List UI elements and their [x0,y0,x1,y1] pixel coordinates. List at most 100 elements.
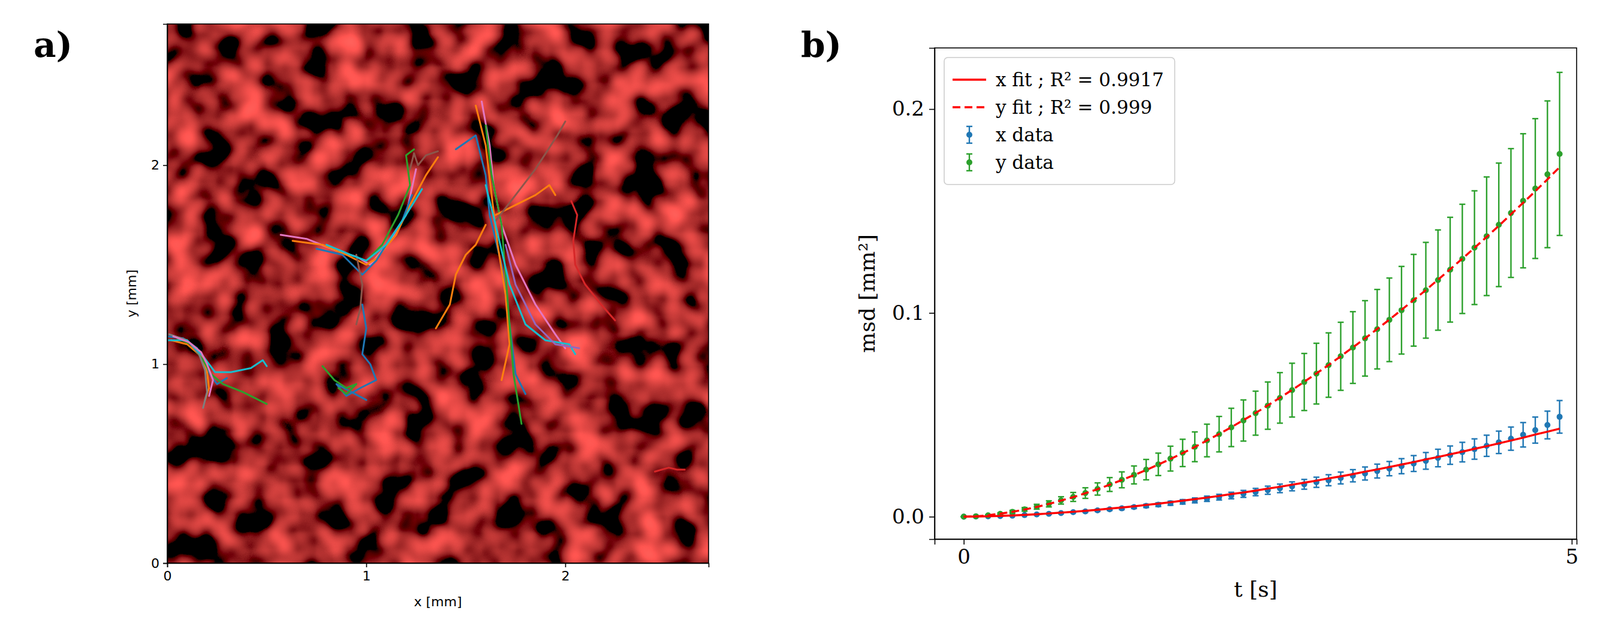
tick-label: 2 [151,157,160,173]
plot-area [960,72,1563,521]
legend-swatch [966,153,973,155]
error-cap [1131,465,1138,467]
error-cap [1471,303,1478,306]
tick-mark [565,563,567,568]
error-cap [1373,463,1380,466]
error-cap [1410,471,1417,473]
tick-label: 5 [1565,544,1580,569]
tick: 0 [163,563,173,584]
trajectory [654,468,685,473]
error-cap [1362,466,1369,468]
error-cap [1082,498,1089,500]
tick-label: 0 [957,544,971,569]
legend-label: y data [995,151,1054,174]
error-cap [1447,217,1454,219]
error-cap [1264,485,1271,487]
tick-mark [963,539,965,545]
error-cap [1288,362,1295,364]
axis-title: y [mm] [124,269,140,318]
axis-line [167,564,710,569]
trajectory [481,101,566,349]
error-cap [1325,396,1332,399]
error-cap [1435,329,1442,331]
trajectory [316,195,412,276]
error-cap [1070,501,1077,503]
trajectory [571,201,616,321]
error-cap [1398,473,1405,475]
axis-line [163,24,168,565]
axis-line [935,540,1578,546]
error-cap [1410,345,1417,348]
error-cap [1240,440,1247,442]
error-cap [1325,474,1332,476]
trajectory [366,149,415,261]
error-cap [1337,471,1344,473]
tick: 1 [151,356,168,372]
error-cap [1350,311,1357,313]
error-cap [1313,486,1320,488]
data-point [1532,427,1539,434]
tick-label: 0.0 [892,504,925,529]
error-cap [1191,461,1198,463]
tick-label: 1 [362,568,371,584]
error-cap [1422,241,1429,243]
error-cap [1483,294,1490,297]
tick: 5 [1565,539,1580,569]
error-cap [1276,483,1283,485]
error-cap [1143,479,1150,481]
legend-swatch [966,170,973,172]
tick: 0.2 [892,96,935,121]
panel-label: b) [800,24,842,66]
error-cap [1288,416,1295,418]
trajectory [169,334,207,409]
error-cap [1337,321,1344,324]
axis: 0 1 2 [151,24,168,572]
error-cap [1082,487,1089,489]
error-cap [1350,383,1357,385]
tick-mark [929,312,935,315]
error-cap [1143,459,1150,461]
tick-mark [163,563,168,565]
error-cap [1495,285,1502,288]
figure: 012012x [mm]y [mm]a)050.00.10.2t [s]msd … [0,0,1600,623]
legend-swatch [966,142,973,144]
error-cap [1422,337,1429,339]
error-cap [1520,446,1527,448]
tick: 0 [957,539,971,569]
error-cap [1070,492,1077,494]
error-cap [1228,446,1235,448]
trajectory [280,169,417,265]
trajectories [167,101,685,473]
trajectory [173,336,213,397]
trajectory [322,366,357,394]
error-cap [1422,452,1429,454]
error-cap [1459,312,1466,315]
legend-swatch [952,78,987,81]
axis-title: msd [mm²] [854,234,880,354]
legend-entry: y data [966,151,1054,174]
trajectory [326,189,423,262]
error-cap [1447,445,1454,447]
trajectory [292,157,438,265]
axis: 0.00.10.2 [892,48,936,541]
data-series [960,72,1563,521]
error-cap [1520,133,1527,135]
trajectory [167,340,267,373]
error-cap [1362,479,1369,481]
background-texture [167,23,709,564]
trajectory [485,125,522,424]
trajectory [505,245,580,349]
tick-label: 0 [151,556,160,572]
error-cap [1520,267,1527,269]
error-cap [1301,488,1308,490]
error-cap [1386,277,1393,279]
error-cap [1398,266,1405,268]
error-cap [1203,423,1210,426]
error-cap [1106,477,1113,479]
error-cap [1337,483,1344,485]
error-cap [1313,403,1320,405]
plot-frame [934,47,1577,540]
error-cap [1556,432,1563,435]
panel-label: a) [33,24,73,66]
trajectory [485,185,575,355]
